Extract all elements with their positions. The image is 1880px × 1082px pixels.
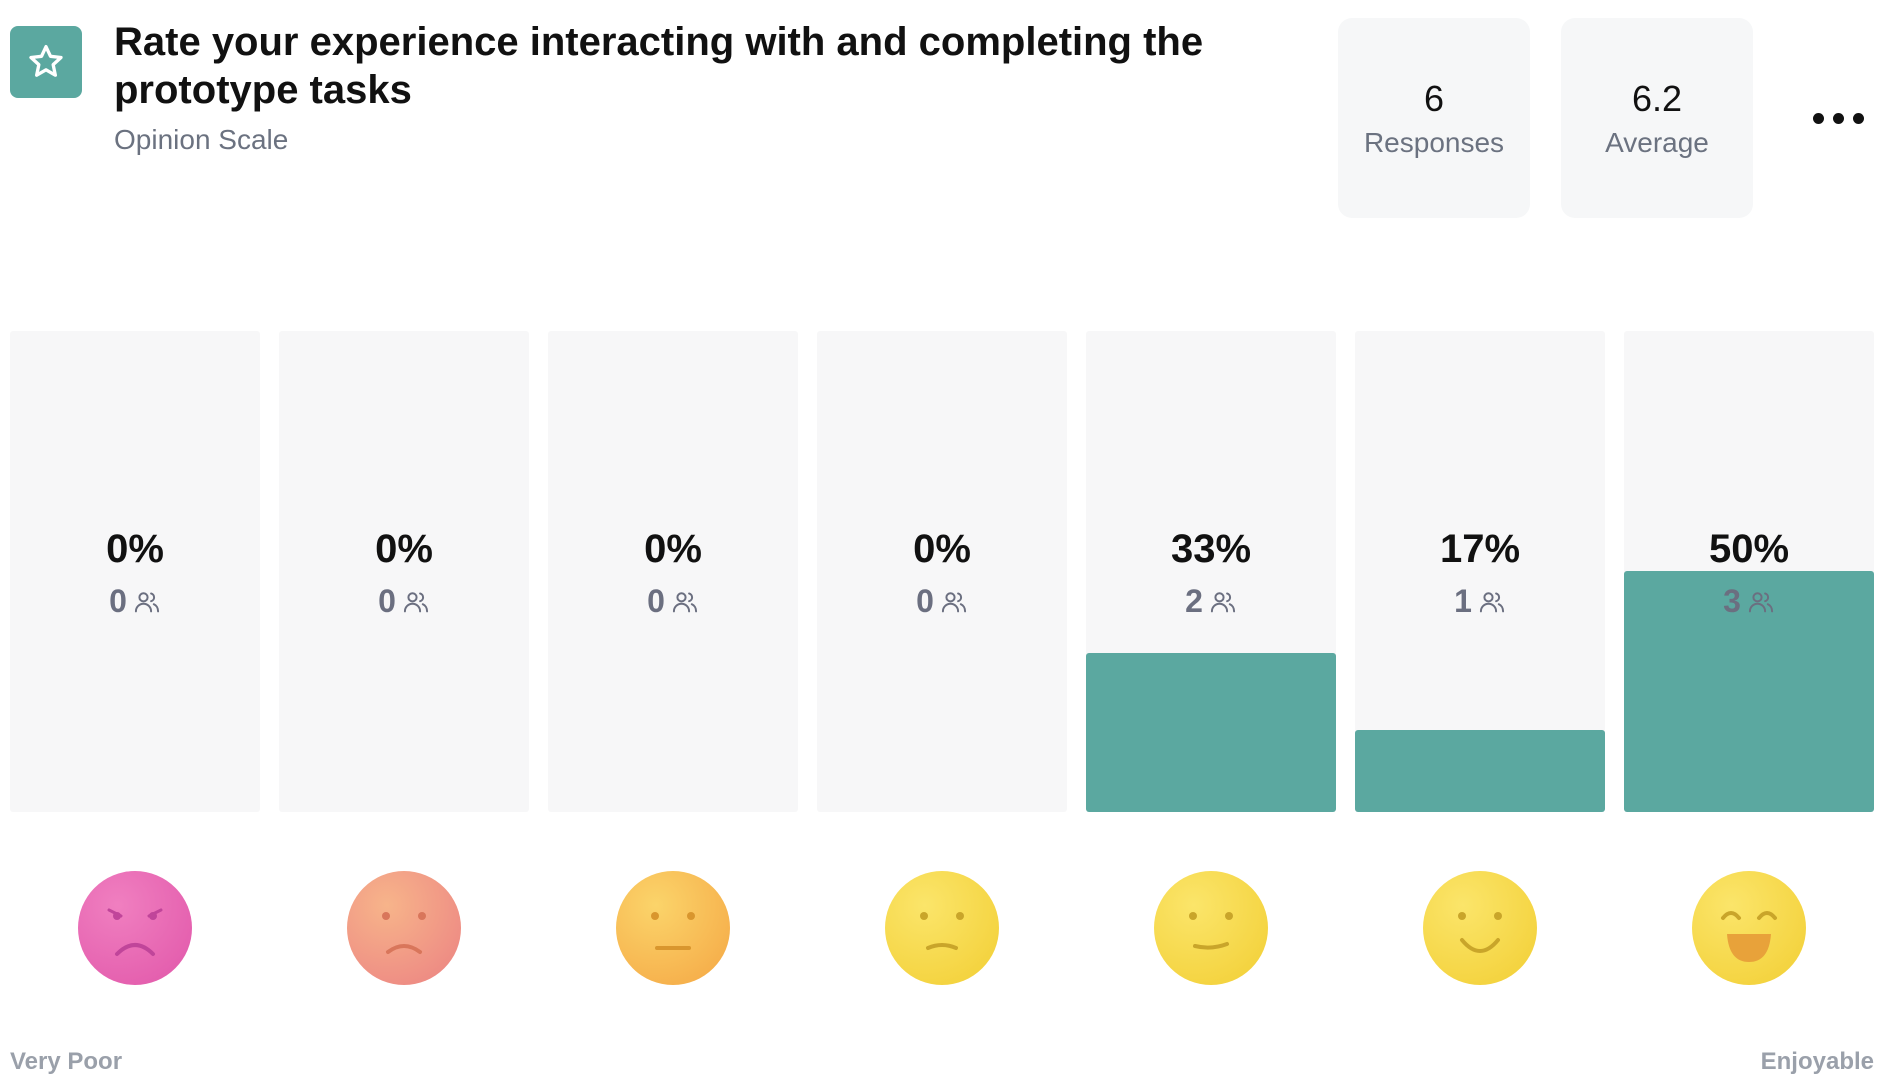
people-icon — [940, 588, 968, 616]
bar-column-4: 0% 0 — [817, 331, 1067, 812]
people-icon — [671, 588, 699, 616]
people-icon — [1209, 588, 1237, 616]
slightly-smiling-face-icon — [1153, 870, 1269, 986]
star-icon — [10, 26, 82, 98]
bar-percent-label: 0% — [375, 527, 433, 571]
bar-count-label: 2 — [1086, 583, 1336, 620]
more-options-icon[interactable] — [1808, 104, 1868, 132]
bar-fill-6 — [1355, 730, 1605, 812]
average-label: Average — [1605, 127, 1709, 158]
bar-percent-label: 17% — [1439, 527, 1521, 571]
respondent-count: 0 — [109, 583, 127, 619]
bar-count-label: 1 — [1355, 583, 1605, 620]
slightly-frowning-face-icon — [884, 870, 1000, 986]
people-icon — [402, 588, 430, 616]
responses-card: 6 Responses — [1338, 18, 1530, 218]
respondent-count: 3 — [1723, 583, 1741, 619]
bar-count-label: 0 — [548, 583, 798, 620]
bar-column-2: 0% 0 — [279, 331, 529, 812]
question-title: Rate your experience interacting with an… — [114, 20, 1204, 112]
bar-column-5: 33% 2 — [1086, 331, 1336, 812]
respondent-count: 2 — [1185, 583, 1203, 619]
bar-count-label: 0 — [279, 583, 529, 620]
bar-count-label: 0 — [817, 583, 1067, 620]
average-card: 6.2 Average — [1561, 18, 1753, 218]
very-sad-face-icon — [77, 870, 193, 986]
respondent-count: 0 — [647, 583, 665, 619]
grinning-face-icon — [1691, 870, 1807, 986]
neutral-face-icon — [615, 870, 731, 986]
respondent-count: 1 — [1454, 583, 1472, 619]
bar-percent-label: 0% — [644, 527, 702, 571]
bar-count-label: 0 — [10, 583, 260, 620]
bar-percent-label: 33% — [1170, 527, 1252, 571]
bar-column-7: 50% 3 — [1624, 331, 1874, 812]
bar-column-6: 17% 1 — [1355, 331, 1605, 812]
responses-value: 6 — [1423, 78, 1445, 119]
question-type: Opinion Scale — [114, 124, 289, 155]
bar-column-1: 0% 0 — [10, 331, 260, 812]
people-icon — [133, 588, 161, 616]
smiling-face-icon — [1422, 870, 1538, 986]
scale-low-label: Very Poor — [10, 1048, 123, 1075]
people-icon — [1478, 588, 1506, 616]
respondent-count: 0 — [378, 583, 396, 619]
scale-high-label: Enjoyable — [1760, 1048, 1874, 1075]
average-value: 6.2 — [1631, 78, 1683, 119]
bar-percent-label: 0% — [913, 527, 971, 571]
bar-column-3: 0% 0 — [548, 331, 798, 812]
sad-face-icon — [346, 870, 462, 986]
people-icon — [1747, 588, 1775, 616]
bar-percent-label: 0% — [106, 527, 164, 571]
respondent-count: 0 — [916, 583, 934, 619]
bar-fill-5 — [1086, 653, 1336, 812]
bar-percent-label: 50% — [1708, 527, 1790, 571]
responses-label: Responses — [1363, 127, 1505, 158]
bar-count-label: 3 — [1624, 583, 1874, 620]
